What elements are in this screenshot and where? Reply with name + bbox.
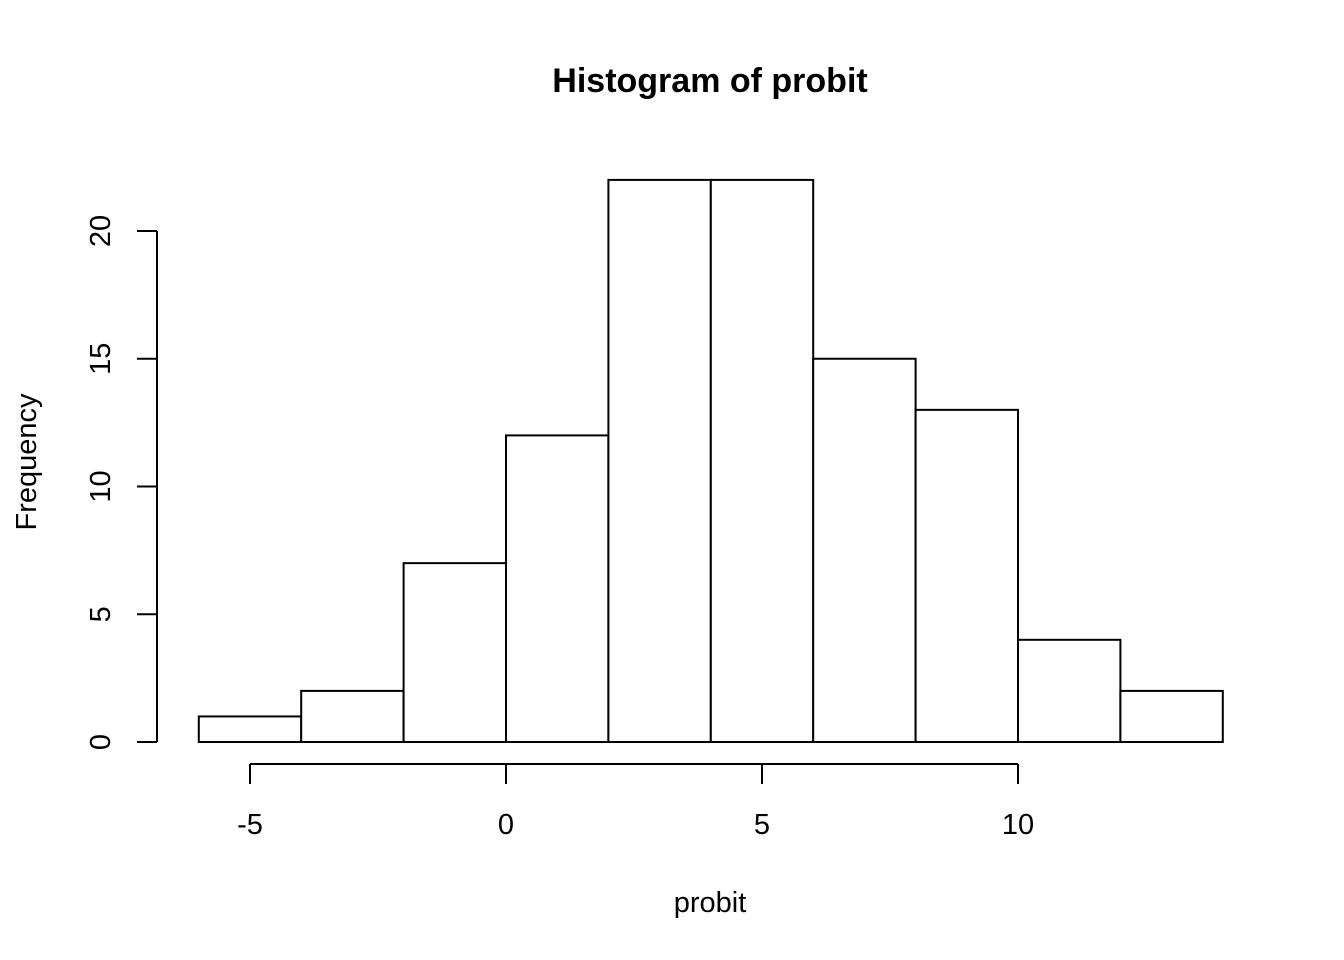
- chart-title: Histogram of probit: [552, 62, 867, 100]
- histogram-bar: [709, 178, 815, 743]
- y-tick-label: 5: [85, 606, 117, 622]
- histogram-bar: [1119, 689, 1224, 744]
- x-tick-label: 10: [1002, 809, 1034, 841]
- histogram-bar: [300, 689, 405, 744]
- histogram-bar: [607, 178, 712, 743]
- histogram-bar: [914, 408, 1019, 743]
- y-axis-label: Frequency: [11, 393, 43, 531]
- bars-group: [197, 178, 1224, 744]
- x-axis: -5 0 5 10: [237, 763, 1034, 841]
- histogram-bar: [402, 562, 508, 744]
- y-tick-label: 0: [85, 734, 117, 750]
- y-axis: 0 5 10 15 20: [85, 215, 158, 750]
- histogram-bar: [812, 357, 917, 743]
- y-tick-label: 15: [85, 343, 117, 375]
- histogram-bar: [505, 434, 610, 743]
- histogram-bar: [197, 715, 303, 744]
- y-tick-label: 20: [85, 215, 117, 247]
- histogram-bar: [1017, 638, 1122, 743]
- x-axis-label: probit: [674, 887, 747, 919]
- y-tick-label: 10: [85, 470, 117, 502]
- x-tick-label: -5: [237, 809, 263, 841]
- x-tick-label: 5: [754, 809, 770, 841]
- x-tick-label: 0: [498, 809, 514, 841]
